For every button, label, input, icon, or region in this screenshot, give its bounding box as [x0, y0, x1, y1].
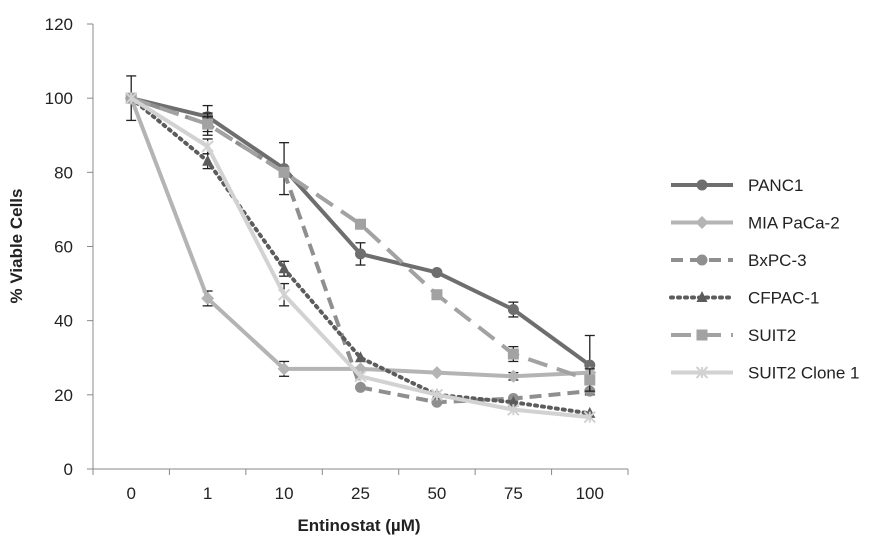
- legend-item: MIA PaCa-2: [671, 214, 840, 233]
- plot-area: [124, 75, 597, 424]
- data-point: [431, 396, 443, 408]
- data-point: [507, 304, 519, 316]
- legend-item: BxPC-3: [671, 251, 807, 270]
- legend-marker: [695, 216, 709, 229]
- legend-label: SUIT2: [748, 326, 796, 345]
- legend-marker: [696, 329, 708, 341]
- legend-marker: [695, 366, 709, 379]
- data-point: [201, 291, 215, 305]
- data-point: [202, 118, 214, 130]
- x-tick-label: 25: [351, 484, 370, 503]
- data-point: [507, 395, 519, 407]
- y-tick-label: 60: [54, 238, 73, 257]
- legend-label: BxPC-3: [748, 251, 807, 270]
- data-point: [355, 351, 366, 363]
- data-point: [507, 348, 519, 360]
- data-point: [507, 403, 520, 416]
- data-point: [431, 289, 443, 301]
- legend-label: CFPAC-1: [748, 289, 819, 308]
- data-point: [355, 381, 366, 393]
- x-axis: 0 1 10 25 50 75 100: [92, 468, 629, 503]
- legend-item: SUIT2: [671, 326, 796, 345]
- data-point: [202, 154, 214, 166]
- x-tick-label: 75: [504, 484, 523, 503]
- legend-label: MIA PaCa-2: [748, 214, 840, 233]
- legend-marker: [696, 179, 708, 191]
- x-tick-label: 1: [203, 484, 212, 503]
- y-axis: 0 20 40 60 80 100 120: [45, 15, 94, 479]
- x-tick-label: 100: [576, 484, 604, 503]
- data-point: [431, 266, 443, 278]
- data-point: [430, 366, 444, 380]
- series-panc1: [125, 75, 596, 396]
- data-point: [584, 359, 596, 371]
- data-point: [584, 374, 596, 386]
- y-tick-label: 100: [45, 89, 73, 108]
- y-tick-label: 80: [54, 163, 73, 182]
- series-line: [130, 96, 591, 367]
- data-point: [278, 166, 290, 178]
- legend-label: PANC1: [748, 176, 803, 195]
- legend-marker: [696, 291, 708, 302]
- legend-item: SUIT2 Clone 1: [671, 364, 860, 383]
- data-point: [277, 362, 291, 376]
- y-tick-label: 120: [45, 15, 73, 34]
- x-tick-label: 50: [427, 484, 446, 503]
- data-point: [506, 369, 520, 383]
- data-point: [354, 370, 367, 383]
- y-tick-label: 20: [54, 386, 73, 405]
- y-axis-title: % Viable Cells: [7, 189, 26, 304]
- data-point: [583, 410, 596, 424]
- legend-item: PANC1: [671, 176, 803, 195]
- x-tick-label: 10: [275, 484, 294, 503]
- series-suit2-clone-1: [125, 91, 596, 424]
- y-tick-label: 40: [54, 312, 73, 331]
- series-mia-paca-2: [124, 91, 597, 383]
- data-point: [201, 140, 214, 153]
- data-point: [355, 218, 366, 230]
- y-tick-label: 0: [64, 460, 73, 479]
- data-point: [355, 248, 366, 260]
- legend-marker: [696, 254, 708, 266]
- x-axis-title: Entinostat (µM): [297, 516, 420, 535]
- legend-label: SUIT2 Clone 1: [748, 364, 860, 383]
- legend-item: CFPAC-1: [669, 289, 819, 308]
- data-point: [278, 262, 290, 274]
- data-point: [430, 388, 444, 402]
- data-point: [277, 288, 291, 301]
- data-point: [125, 91, 138, 105]
- legend: PANC1 MIA PaCa-2 BxPC-3 CFPAC-1 SUIT2 SUIT2 C…: [669, 176, 860, 383]
- x-tick-label: 0: [126, 484, 135, 503]
